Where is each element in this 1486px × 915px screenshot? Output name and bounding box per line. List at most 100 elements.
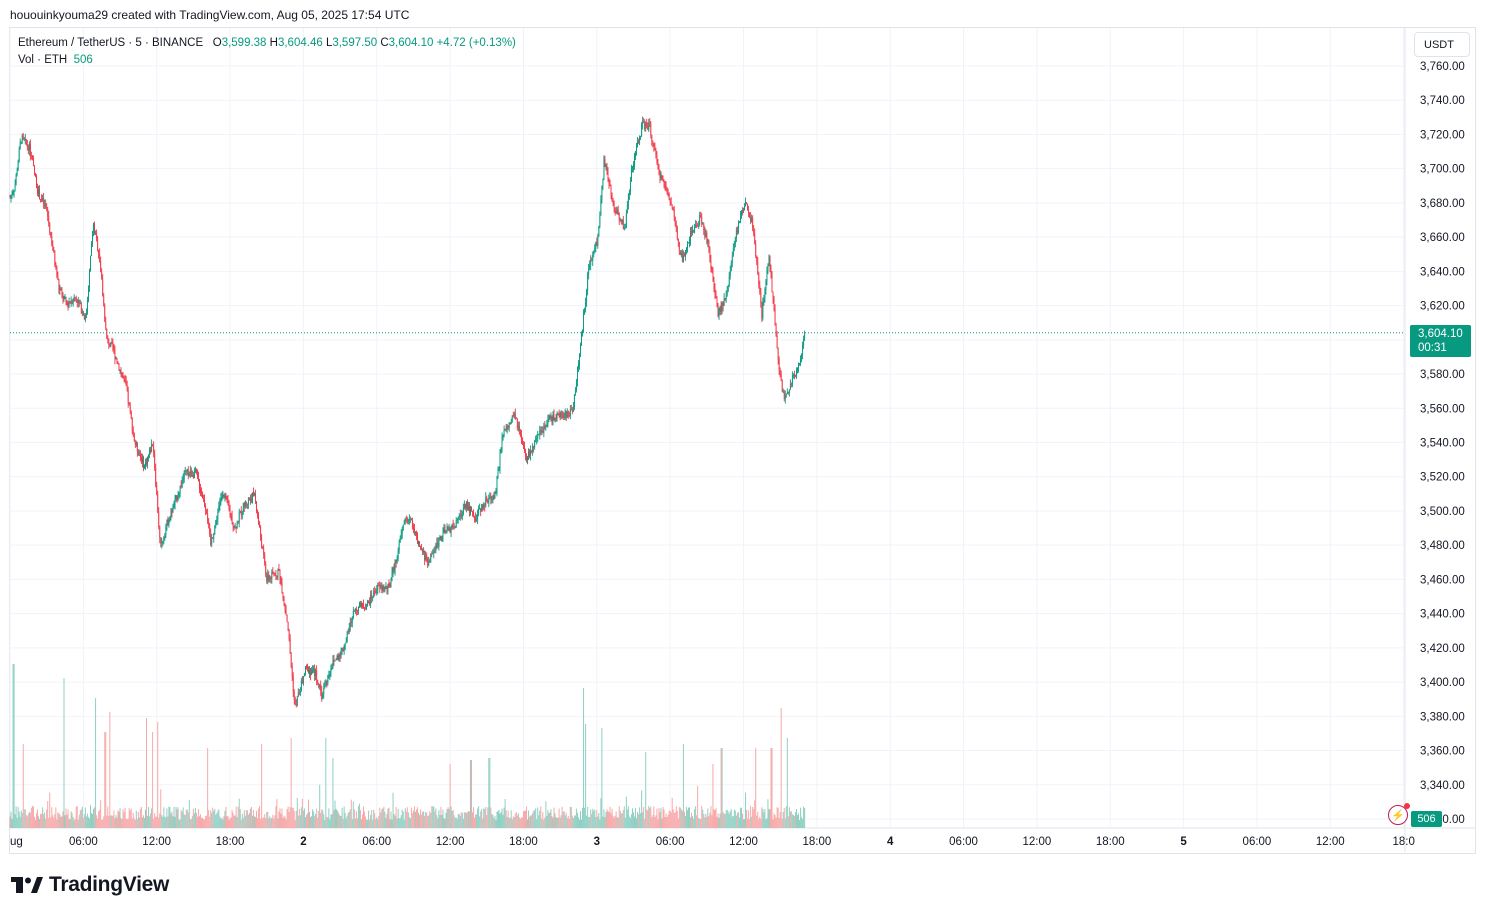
volume-bar [153,818,155,828]
volume-bar [367,819,369,828]
candle-body [173,505,175,507]
volume-bar [144,809,146,828]
legend-high-label: H [269,37,278,49]
candle-body [108,339,110,346]
candle-body [110,341,112,346]
volume-bar [119,808,121,828]
volume-bar [223,816,225,828]
volume-bar [723,813,725,828]
x-tick-label: 12:00 [1316,836,1345,848]
volume-bar [622,809,624,828]
volume-bar [400,815,402,828]
candle-body [667,191,669,194]
currency-unit-button[interactable]: USDT [1414,32,1470,57]
legend-symbol[interactable]: Ethereum / TetherUS · 5 · BINANCE [18,37,204,49]
volume-bar [741,813,743,828]
candle-body [793,374,795,376]
volume-bar [127,818,129,828]
candle-body [751,217,753,223]
candle-body [416,532,417,535]
x-tick-label: 12:00 [436,836,465,848]
candle-body [278,568,280,570]
volume-bar [493,818,495,828]
candle-body [188,473,190,477]
volume-bar [47,801,49,828]
candle-body [705,233,707,237]
volume-bar [148,807,150,828]
volume-bar [804,807,806,828]
candle-body [527,457,528,461]
volume-bar [510,810,512,828]
volume-bar [336,810,338,828]
candle-body [692,230,694,233]
volume-bar [21,813,23,828]
volume-bar [248,813,250,828]
volume-bar [26,816,28,828]
volume-bar [164,816,166,828]
volume-bar [448,808,450,828]
volume-bar [146,718,148,828]
volume-bar [740,807,742,828]
candle-body [803,339,805,346]
volume-bar [162,816,164,828]
volume-bar [209,816,211,828]
lightning-bolt-icon[interactable]: ⚡ [1388,803,1410,825]
volume-bar [667,814,669,828]
legend-vol-label[interactable]: Vol · ETH [18,54,68,66]
volume-bar [154,813,156,828]
candle-body [438,540,440,547]
volume-bar [118,811,120,828]
volume-bar [421,814,423,828]
candle-body [21,135,23,142]
candle-body [759,284,761,293]
candle-body [585,301,587,310]
volume-bar [528,810,530,828]
volume-bar [492,815,494,828]
notification-dot [1404,803,1410,809]
candle-body [642,121,644,125]
candle-body [357,606,359,611]
candle-body [629,181,631,192]
volume-bar [51,807,53,828]
candle-body [589,264,591,269]
legend-low: 3,597.50 [332,37,378,49]
candle-body [67,303,69,306]
volume-bar [599,819,601,828]
volume-bar [236,817,238,828]
volume-bar [86,813,88,828]
volume-bar [469,760,471,828]
candle-body [670,202,672,205]
candle-body [546,423,548,427]
candle-body [279,569,281,581]
candle-body [470,507,471,513]
candle-body [663,179,665,185]
candle-body [332,659,334,668]
candle-body [382,586,384,591]
candle-body [773,299,775,310]
volume-bar [71,813,73,828]
volume-bar [546,815,548,828]
volume-bar [700,818,702,828]
volume-bar [491,814,493,828]
candle-body [645,123,647,130]
volume-bar [776,807,778,828]
volume-bar [489,758,491,828]
candle-body [328,675,330,676]
volume-bar [507,810,509,828]
volume-bar [328,808,330,828]
volume-bar [779,811,781,828]
volume-bar [661,818,663,828]
candle-body [354,609,356,612]
volume-bar [690,817,692,828]
volume-bar [138,817,140,828]
volume-bar [72,816,74,828]
candle-body [432,553,434,554]
candle-body [741,211,742,215]
brand[interactable]: TradingView [11,873,169,897]
volume-bar [14,814,16,828]
volume-bar [28,811,30,828]
candle-body [450,528,452,533]
candle-body [321,690,323,699]
candle-body [220,497,222,501]
